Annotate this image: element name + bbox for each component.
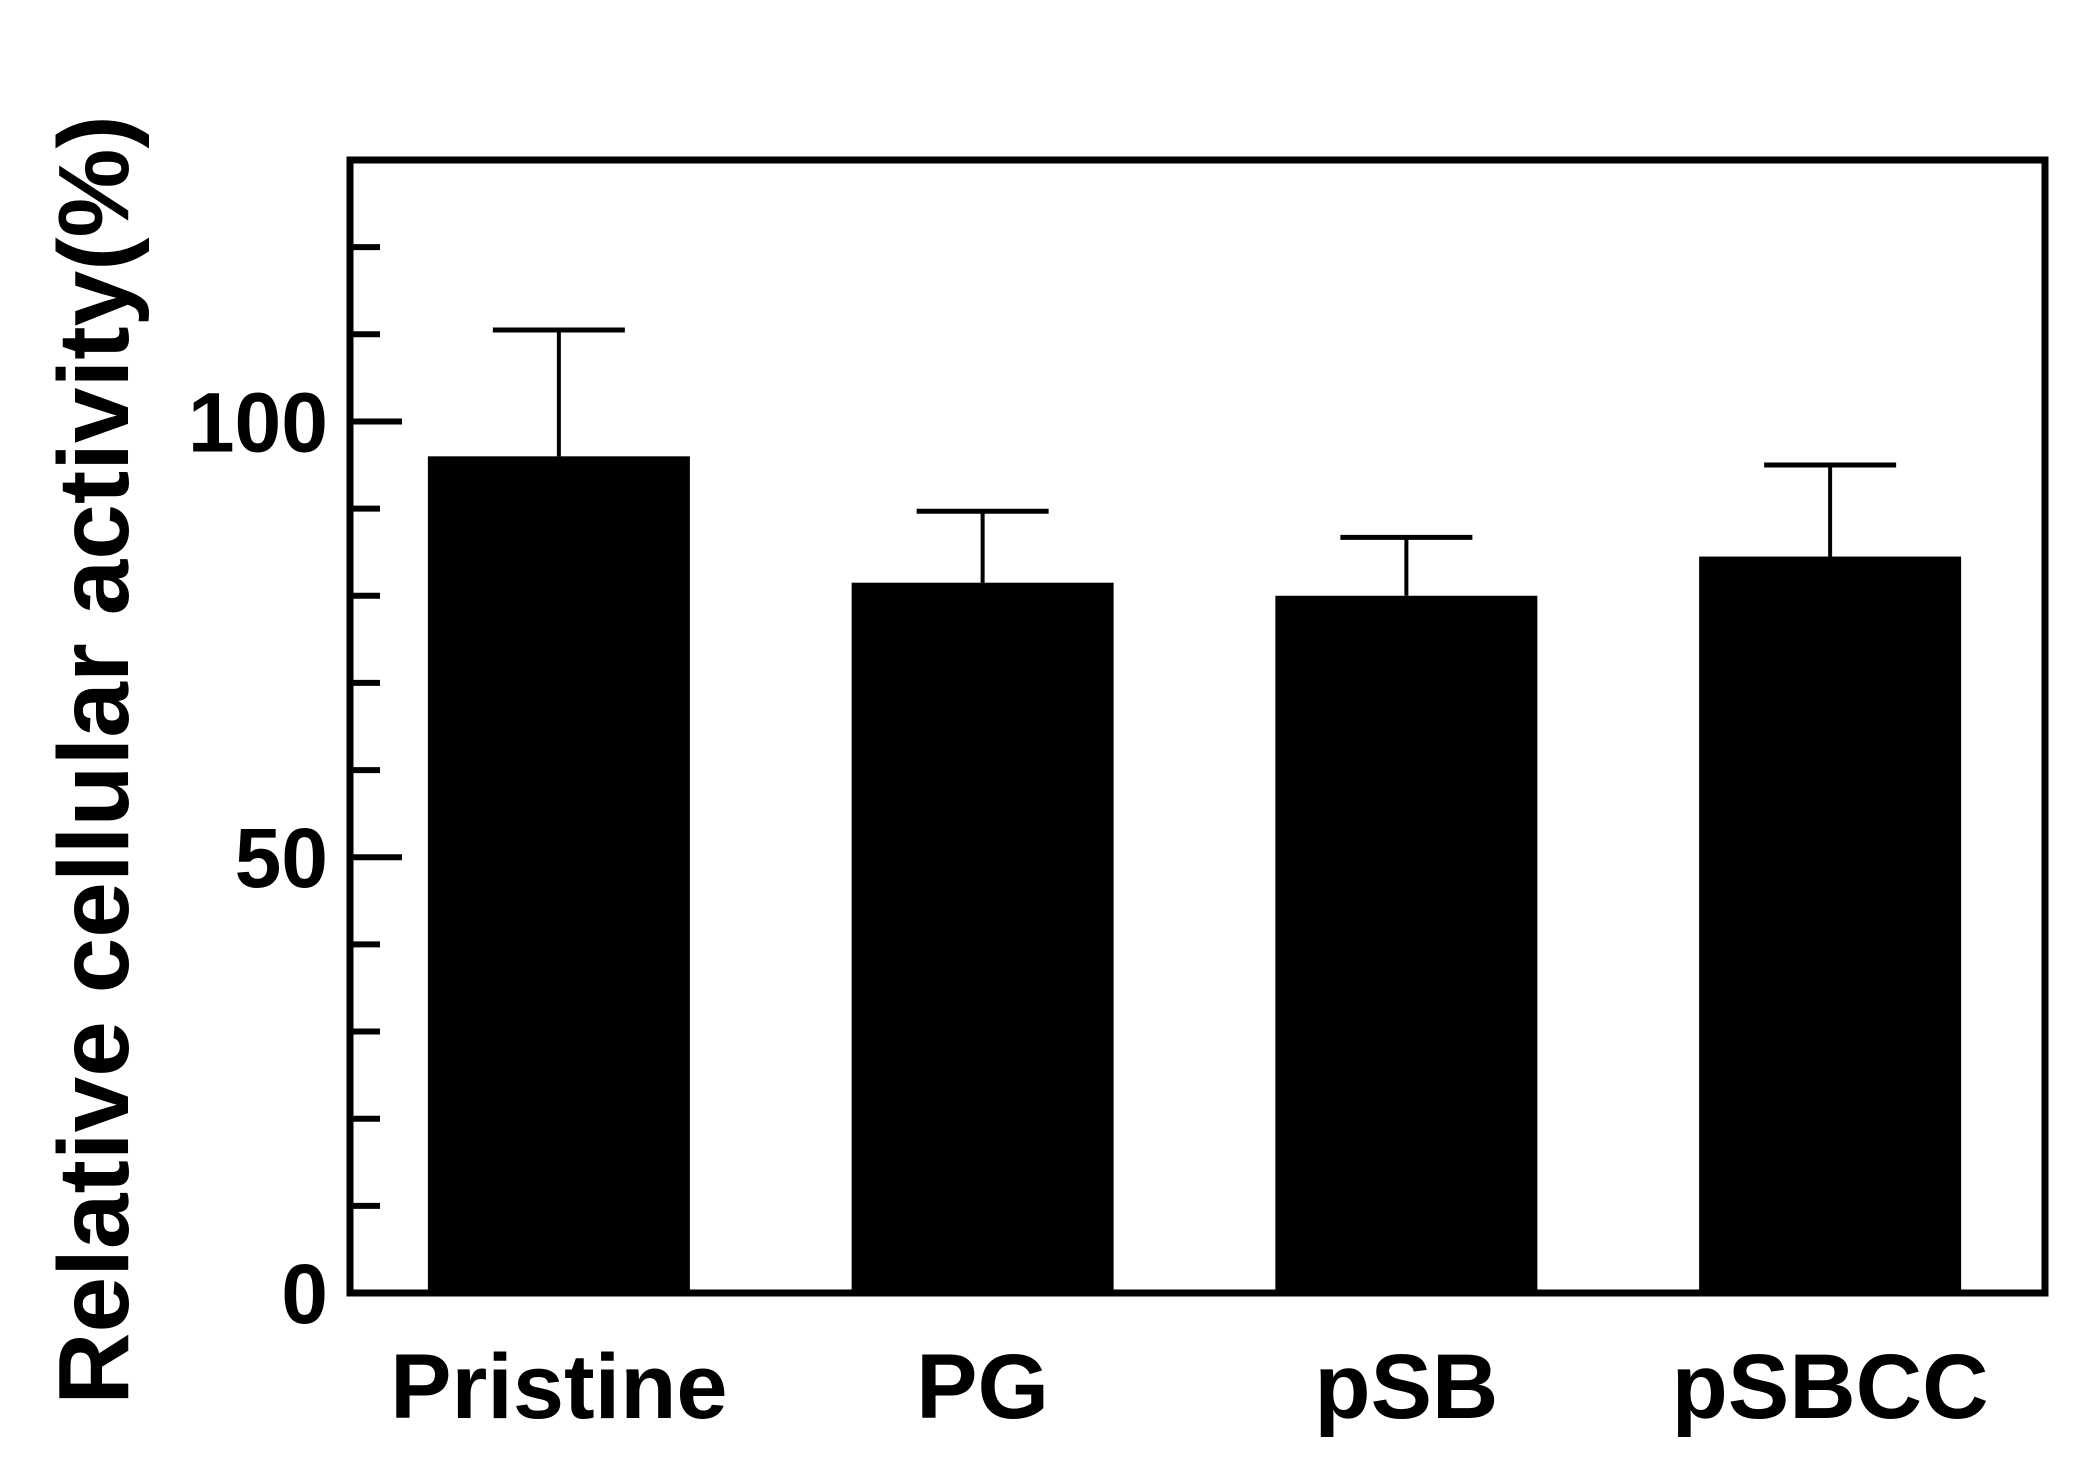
x-tick-label: pSBCC [1672,1336,1989,1438]
x-tick-label: pSB [1314,1336,1498,1438]
plot-area: 0 50 100 Pristine PG pSB pSBCC [188,156,2049,1438]
y-axis-title: Relative cellular activity(%) [38,115,150,1404]
y-tick-label: 50 [235,811,328,905]
x-tick-label: PG [916,1336,1049,1438]
bar [427,456,690,1293]
y-tick-label: 0 [281,1247,328,1341]
bar [851,582,1114,1293]
x-tick-label: Pristine [390,1336,727,1438]
y-tick-label: 100 [188,375,328,469]
bar [1699,556,1962,1293]
plot-frame [346,156,2049,1297]
bar [1275,595,1538,1293]
